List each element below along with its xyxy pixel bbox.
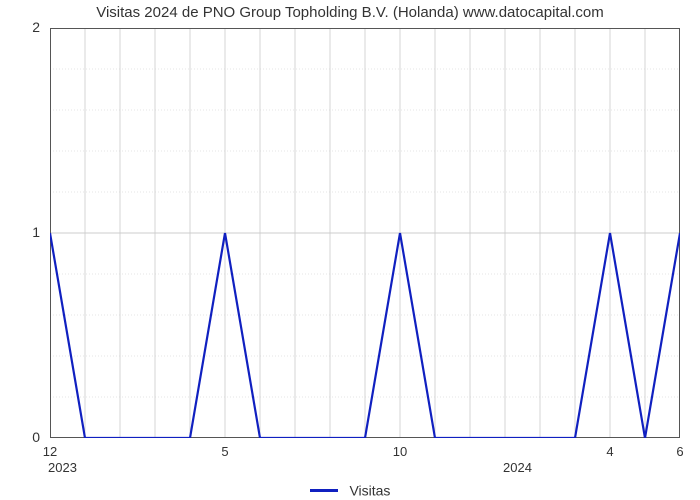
plot-area bbox=[50, 28, 680, 438]
y-tick-label: 0 bbox=[0, 429, 40, 445]
chart-title: Visitas 2024 de PNO Group Topholding B.V… bbox=[0, 4, 700, 21]
x-tick-label: 4 bbox=[595, 444, 625, 459]
x-sub-label: 2024 bbox=[503, 460, 532, 475]
x-tick-label: 12 bbox=[35, 444, 65, 459]
y-tick-label: 1 bbox=[0, 224, 40, 240]
legend: Visitas bbox=[0, 481, 700, 498]
x-tick-label: 5 bbox=[210, 444, 240, 459]
legend-label: Visitas bbox=[349, 482, 390, 498]
x-tick-label: 10 bbox=[385, 444, 415, 459]
chart-container: Visitas 2024 de PNO Group Topholding B.V… bbox=[0, 0, 700, 500]
y-tick-label: 2 bbox=[0, 19, 40, 35]
x-tick-label: 6 bbox=[665, 444, 695, 459]
legend-swatch bbox=[310, 489, 338, 492]
x-sub-label: 2023 bbox=[48, 460, 77, 475]
